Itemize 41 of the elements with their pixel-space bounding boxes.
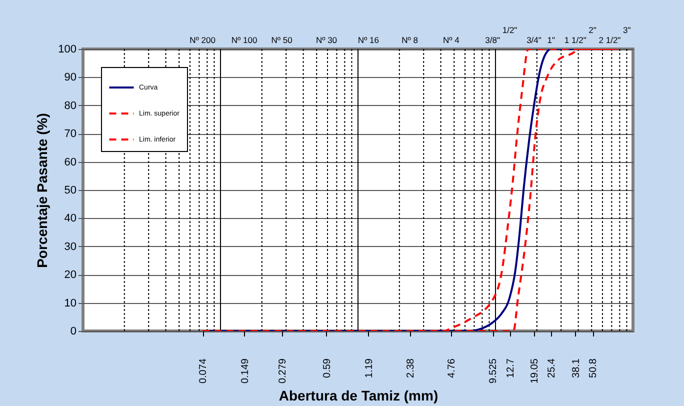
text: 1/2" (502, 25, 518, 35)
text: 3/4" (526, 35, 542, 45)
text: 1 1/2" (564, 35, 586, 45)
text: 1" (547, 35, 556, 45)
text: 3/8" (485, 35, 500, 45)
text: Nº 200 (190, 35, 216, 45)
text: Nº 30 (316, 35, 338, 45)
x-tick-label: 9.525 (488, 358, 500, 384)
x-tick-label: 1.19 (364, 358, 375, 378)
y-tick-label: 70 (64, 128, 76, 140)
y-tick-label: 30 (64, 240, 76, 253)
x-tick-label: 2.38 (405, 358, 416, 378)
text: 2" (588, 25, 596, 35)
text: Nº 4 (443, 35, 460, 45)
text: Nº 8 (402, 35, 418, 45)
y-tick-label: 90 (64, 72, 76, 84)
text: 2 1/2" (598, 35, 621, 45)
x-tick-label: 12.7 (505, 358, 516, 378)
x-tick-label: 19.05 (529, 358, 540, 384)
x-tick-label: 0.149 (240, 358, 251, 384)
y-tick-label: 100 (58, 44, 76, 56)
text: Nº 16 (358, 35, 380, 45)
y-axis-title: Porcentaje Pasante (%) (34, 113, 50, 268)
x-tick-label: 50.8 (588, 358, 600, 378)
y-tick-label: 40 (64, 212, 76, 225)
y-tick-label: 0 (70, 326, 76, 338)
y-tick-label: 80 (64, 100, 76, 112)
x-axis-title: Abertura de Tamiz (mm) (278, 388, 438, 404)
x-tick-label: 0.074 (198, 358, 210, 384)
y-tick-label: 50 (64, 184, 76, 196)
y-tick-label: 10 (64, 297, 76, 310)
text: Nº 100 (231, 35, 258, 45)
x-tick-label: 0.279 (277, 358, 288, 384)
text: 3" (623, 25, 631, 35)
text: Nº 50 (271, 35, 293, 45)
x-tick-label: 4.76 (446, 358, 458, 378)
x-tick-label: 25.4 (546, 358, 558, 378)
y-tick-label: 20 (64, 269, 76, 282)
y-tick-label: 60 (64, 156, 76, 168)
x-tick-label: 38.1 (570, 358, 582, 378)
x-tick-label: 0.59 (322, 358, 333, 378)
